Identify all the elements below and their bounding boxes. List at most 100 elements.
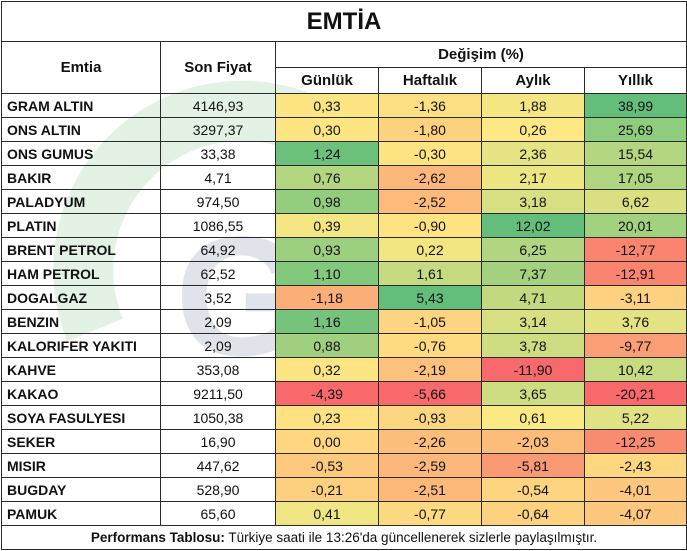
change-daily: 0,39 — [275, 213, 379, 238]
commodity-name: GRAM ALTIN — [1, 93, 161, 118]
change-monthly: 2,36 — [481, 141, 585, 166]
last-price: 4,71 — [160, 165, 276, 190]
table-row: KAKAO 9211,50 -4,39 -5,66 3,65 -20,21 — [1, 381, 687, 406]
change-daily: 0,00 — [275, 429, 379, 454]
change-monthly: 4,71 — [481, 285, 585, 310]
change-yearly: -3,11 — [583, 285, 687, 310]
change-monthly: 1,88 — [481, 93, 585, 118]
change-daily: 0,88 — [275, 333, 379, 358]
footer-label: Performans Tablosu: — [90, 530, 225, 545]
table-row: SEKER 16,90 0,00 -2,26 -2,03 -12,25 — [1, 429, 687, 454]
change-weekly: -0,90 — [378, 213, 482, 238]
table-row: SOYA FASULYESI 1050,38 0,23 -0,93 0,61 5,22 — [1, 405, 687, 430]
table-row: ONS ALTIN 3297,37 0,30 -1,80 0,26 25,69 — [1, 117, 687, 142]
commodity-name: KAHVE — [1, 357, 161, 382]
change-yearly: -9,77 — [583, 333, 687, 358]
last-price: 2,09 — [160, 333, 276, 358]
commodity-name: SOYA FASULYESI — [1, 405, 161, 430]
change-yearly: -2,43 — [583, 453, 687, 478]
change-yearly: 3,76 — [583, 309, 687, 334]
change-monthly: 7,37 — [481, 261, 585, 286]
change-weekly: 5,43 — [378, 285, 482, 310]
change-monthly: 6,25 — [481, 237, 585, 262]
change-weekly: -5,66 — [378, 381, 482, 406]
footer-note: Performans Tablosu: Türkiye saati ile 13… — [0, 525, 687, 550]
change-yearly: 38,99 — [583, 93, 687, 118]
header-last-price: Son Fiyat — [160, 41, 276, 94]
change-weekly: 0,22 — [378, 237, 482, 262]
last-price: 3297,37 — [160, 117, 276, 142]
change-yearly: 6,62 — [583, 189, 687, 214]
change-monthly: 3,18 — [481, 189, 585, 214]
change-yearly: 15,54 — [583, 141, 687, 166]
commodity-name: DOGALGAZ — [1, 285, 161, 310]
change-yearly: -12,91 — [583, 261, 687, 286]
table-row: PLATIN 1086,55 0,39 -0,90 12,02 20,01 — [1, 213, 687, 238]
change-weekly: -0,77 — [378, 501, 482, 526]
last-price: 1086,55 — [160, 213, 276, 238]
change-daily: 0,23 — [275, 405, 379, 430]
last-price: 9211,50 — [160, 381, 276, 406]
commodity-name: SEKER — [1, 429, 161, 454]
change-monthly: 3,78 — [481, 333, 585, 358]
header-commodity: Emtia — [1, 41, 161, 94]
change-weekly: -0,30 — [378, 141, 482, 166]
commodity-name: MISIR — [1, 453, 161, 478]
change-weekly: -2,19 — [378, 357, 482, 382]
change-yearly: -12,77 — [583, 237, 687, 262]
change-monthly: 3,65 — [481, 381, 585, 406]
change-weekly: -2,59 — [378, 453, 482, 478]
change-weekly: -2,51 — [378, 477, 482, 502]
change-monthly: -2,03 — [481, 429, 585, 454]
last-price: 16,90 — [160, 429, 276, 454]
table-row: BAKIR 4,71 0,76 -2,62 2,17 17,05 — [1, 165, 687, 190]
table-row: DOGALGAZ 3,52 -1,18 5,43 4,71 -3,11 — [1, 285, 687, 310]
table-body: GRAM ALTIN 4146,93 0,33 -1,36 1,88 38,99 ONS A… — [1, 93, 687, 526]
change-monthly: -11,90 — [481, 357, 585, 382]
change-monthly: -5,81 — [481, 453, 585, 478]
commodity-name: ONS ALTIN — [1, 117, 161, 142]
last-price: 353,08 — [160, 357, 276, 382]
commodity-name: PLATIN — [1, 213, 161, 238]
change-daily: -4,39 — [275, 381, 379, 406]
commodity-name: ONS GUMUS — [1, 141, 161, 166]
last-price: 974,50 — [160, 189, 276, 214]
table-row: KAHVE 353,08 0,32 -2,19 -11,90 10,42 — [1, 357, 687, 382]
table-row: GRAM ALTIN 4146,93 0,33 -1,36 1,88 38,99 — [1, 93, 687, 118]
change-daily: 0,98 — [275, 189, 379, 214]
change-weekly: -1,36 — [378, 93, 482, 118]
change-yearly: -20,21 — [583, 381, 687, 406]
change-daily: -0,21 — [275, 477, 379, 502]
commodity-name: KALORIFER YAKITI — [1, 333, 161, 358]
last-price: 1050,38 — [160, 405, 276, 430]
table-row: KALORIFER YAKITI 2,09 0,88 -0,76 3,78 -9,77 — [1, 333, 687, 358]
last-price: 62,52 — [160, 261, 276, 286]
change-yearly: 20,01 — [583, 213, 687, 238]
table-row: HAM PETROL 62,52 1,10 1,61 7,37 -12,91 — [1, 261, 687, 286]
change-yearly: 5,22 — [583, 405, 687, 430]
commodity-name: BAKIR — [1, 165, 161, 190]
change-yearly: 10,42 — [583, 357, 687, 382]
change-monthly: 2,17 — [481, 165, 585, 190]
change-weekly: -2,26 — [378, 429, 482, 454]
last-price: 3,52 — [160, 285, 276, 310]
commodity-name: BRENT PETROL — [1, 237, 161, 262]
change-daily: 0,32 — [275, 357, 379, 382]
change-monthly: 0,26 — [481, 117, 585, 142]
last-price: 64,92 — [160, 237, 276, 262]
last-price: 65,60 — [160, 501, 276, 526]
table-row: BUGDAY 528,90 -0,21 -2,51 -0,54 -4,01 — [1, 477, 687, 502]
change-weekly: -0,76 — [378, 333, 482, 358]
change-daily: 1,16 — [275, 309, 379, 334]
last-price: 2,09 — [160, 309, 276, 334]
table-row: ONS GUMUS 33,38 1,24 -0,30 2,36 15,54 — [1, 141, 687, 166]
table-title: EMTİA — [0, 1, 687, 42]
change-weekly: -2,52 — [378, 189, 482, 214]
commodity-name: BUGDAY — [1, 477, 161, 502]
change-daily: -1,18 — [275, 285, 379, 310]
change-daily: 0,30 — [275, 117, 379, 142]
change-daily: 0,41 — [275, 501, 379, 526]
header-daily: Günlük — [275, 67, 379, 94]
table-row: MISIR 447,62 -0,53 -2,59 -5,81 -2,43 — [1, 453, 687, 478]
change-monthly: -0,54 — [481, 477, 585, 502]
